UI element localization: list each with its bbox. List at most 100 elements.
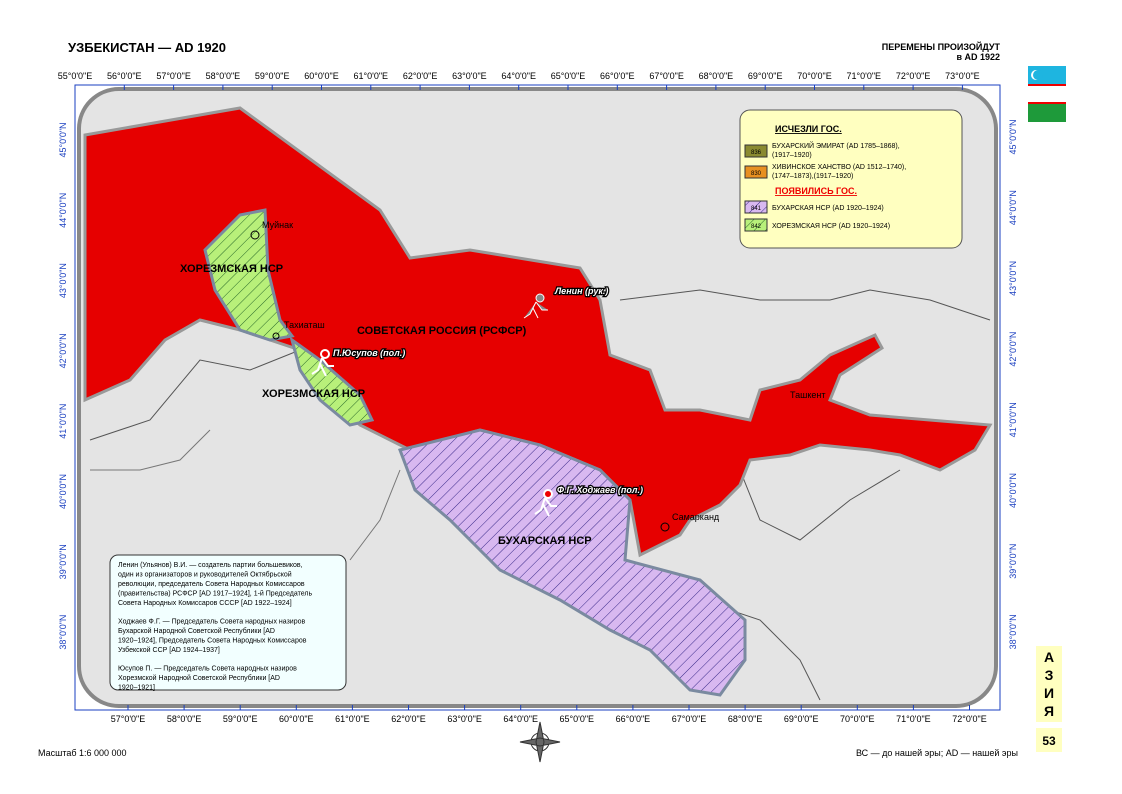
lat-label: 39°0'0"N	[1008, 544, 1018, 579]
lon-label: 67°0'0"E	[649, 71, 684, 81]
page-number: 53	[1042, 734, 1056, 748]
note-text: (правительства) РСФСР [AD 1917–1924], 1-…	[118, 590, 312, 598]
lon-label: 64°0'0"E	[503, 714, 538, 724]
note-text: революции, председатель Совета Народных …	[118, 581, 305, 588]
lat-label: 41°0'0"N	[58, 404, 68, 439]
map-title: УЗБЕКИСТАН — AD 1920	[68, 40, 226, 55]
note-text: Ходжаев Ф.Г. — Председатель Совета народ…	[118, 619, 305, 626]
lon-label: 66°0'0"E	[600, 71, 635, 81]
change-note: в AD 1922	[956, 52, 1000, 62]
lon-label: 59°0'0"E	[223, 714, 258, 724]
legend-code: 841	[751, 206, 762, 212]
lon-label: 71°0'0"E	[847, 71, 882, 81]
legend-heading: ПОЯВИЛИСЬ ГОС.	[775, 186, 857, 196]
legend-text: (1747–1873),(1917–1920)	[772, 173, 853, 180]
lat-label: 42°0'0"N	[1008, 332, 1018, 367]
lon-label: 62°0'0"E	[391, 714, 426, 724]
change-note: ПЕРЕМЕНЫ ПРОИЗОЙДУТ	[882, 41, 1001, 52]
lon-label: 62°0'0"E	[403, 71, 438, 81]
lon-label: 59°0'0"E	[255, 71, 290, 81]
legend-heading: ИСЧЕЗЛИ ГОС.	[775, 124, 842, 134]
side-tab-letter: Я	[1044, 703, 1054, 719]
side-tab-letter: А	[1044, 649, 1054, 665]
lon-label: 65°0'0"E	[551, 71, 586, 81]
neighbour-borders	[89, 289, 991, 701]
lon-label: 60°0'0"E	[304, 71, 339, 81]
region-label: ХОРЕЗМСКАЯ НСР	[180, 263, 283, 275]
lat-label: 42°0'0"N	[58, 333, 68, 368]
region-label: СОВЕТСКАЯ РОССИЯ (РСФСР)	[357, 325, 527, 337]
rivers	[90, 429, 401, 561]
city-marker	[272, 332, 280, 340]
note-text: один из организаторов и руководителей Ок…	[118, 571, 292, 579]
note-text: Хорезмской Народной Советской Республики…	[118, 674, 280, 682]
note-text: Совета Народных Комиссаров СССР [AD 1922…	[118, 600, 292, 607]
city-label: Тахиаташ	[284, 320, 325, 330]
region-label: БУХАРСКАЯ НСР	[498, 535, 592, 547]
lat-label: 45°0'0"N	[1008, 119, 1018, 154]
lat-label: 43°0'0"N	[1008, 261, 1018, 296]
legend-code: 842	[751, 224, 762, 230]
region-label: ХОРЕЗМСКАЯ НСР	[262, 388, 365, 400]
note-text: Ленин (Ульянов) В.И. — создатель партии …	[118, 561, 303, 569]
flag	[1028, 66, 1066, 122]
lon-label: 61°0'0"E	[335, 714, 370, 724]
scale-label: Масштаб 1:6 000 000	[38, 748, 127, 758]
city-label: Ташкент	[790, 390, 825, 400]
legend-text: ХОРЕЗМСКАЯ НСР (AD 1920–1924)	[772, 223, 890, 230]
lat-label: 39°0'0"N	[58, 544, 68, 579]
person-icon	[311, 349, 334, 377]
lon-label: 57°0'0"E	[156, 71, 191, 81]
lon-label: 63°0'0"E	[452, 71, 487, 81]
city-label: Муйнак	[262, 220, 293, 230]
side-tab-letter: И	[1044, 685, 1054, 701]
lon-label: 69°0'0"E	[784, 714, 819, 724]
lon-label: 72°0'0"E	[896, 71, 931, 81]
person-icon	[523, 293, 548, 319]
lon-label: 60°0'0"E	[279, 714, 314, 724]
page-number-box	[1036, 728, 1062, 752]
lat-label: 44°0'0"N	[1008, 190, 1018, 225]
lat-label: 40°0'0"N	[58, 474, 68, 509]
city-marker	[660, 522, 670, 532]
lon-label: 68°0'0"E	[699, 71, 734, 81]
lon-label: 70°0'0"E	[840, 714, 875, 724]
lon-label: 58°0'0"E	[167, 714, 202, 724]
lon-label: 70°0'0"E	[797, 71, 832, 81]
legend-swatch	[744, 218, 768, 232]
lon-label: 57°0'0"E	[111, 714, 146, 724]
lon-label: 71°0'0"E	[896, 714, 931, 724]
note-text: Юсупов П. — Председатель Совета народных…	[118, 666, 297, 673]
person-label: Ленин (рук.)	[554, 286, 608, 296]
lon-label: 63°0'0"E	[447, 714, 482, 724]
lon-label: 66°0'0"E	[616, 714, 651, 724]
note-text: 1920–1921]	[118, 685, 155, 692]
notes-box	[109, 554, 347, 691]
city-marker	[250, 230, 260, 240]
legend-code: 830	[751, 171, 762, 177]
bukhara-region	[398, 428, 747, 697]
person-label: Ф.Г. Ходжаев (пол.)	[557, 485, 643, 495]
lon-label: 72°0'0"E	[952, 714, 987, 724]
khorezm-north-region	[203, 208, 295, 342]
lat-label: 45°0'0"N	[58, 122, 68, 157]
legend-box	[739, 109, 963, 249]
lon-label: 55°0'0"E	[58, 71, 93, 81]
lon-label: 58°0'0"E	[206, 71, 241, 81]
lon-label: 73°0'0"E	[945, 71, 980, 81]
legend-text: БУХАРСКИЙ ЭМИРАТ (AD 1785–1868),	[772, 141, 900, 150]
lon-label: 68°0'0"E	[728, 714, 763, 724]
lat-label: 43°0'0"N	[58, 263, 68, 298]
lat-label: 44°0'0"N	[58, 193, 68, 228]
lon-label: 56°0'0"E	[107, 71, 142, 81]
lon-label: 64°0'0"E	[501, 71, 536, 81]
legend-swatch	[744, 144, 768, 158]
legend-swatch	[744, 165, 768, 179]
note-text: Бухарской Народной Советской Республики …	[118, 627, 275, 635]
lat-label: 38°0'0"N	[1008, 614, 1018, 649]
lat-label: 38°0'0"N	[58, 615, 68, 650]
era-note: ВС — до нашей эры; AD — нашей эры	[856, 748, 1018, 758]
lon-label: 61°0'0"E	[354, 71, 389, 81]
note-text: Узбекской ССР [AD 1924–1937]	[118, 646, 220, 654]
